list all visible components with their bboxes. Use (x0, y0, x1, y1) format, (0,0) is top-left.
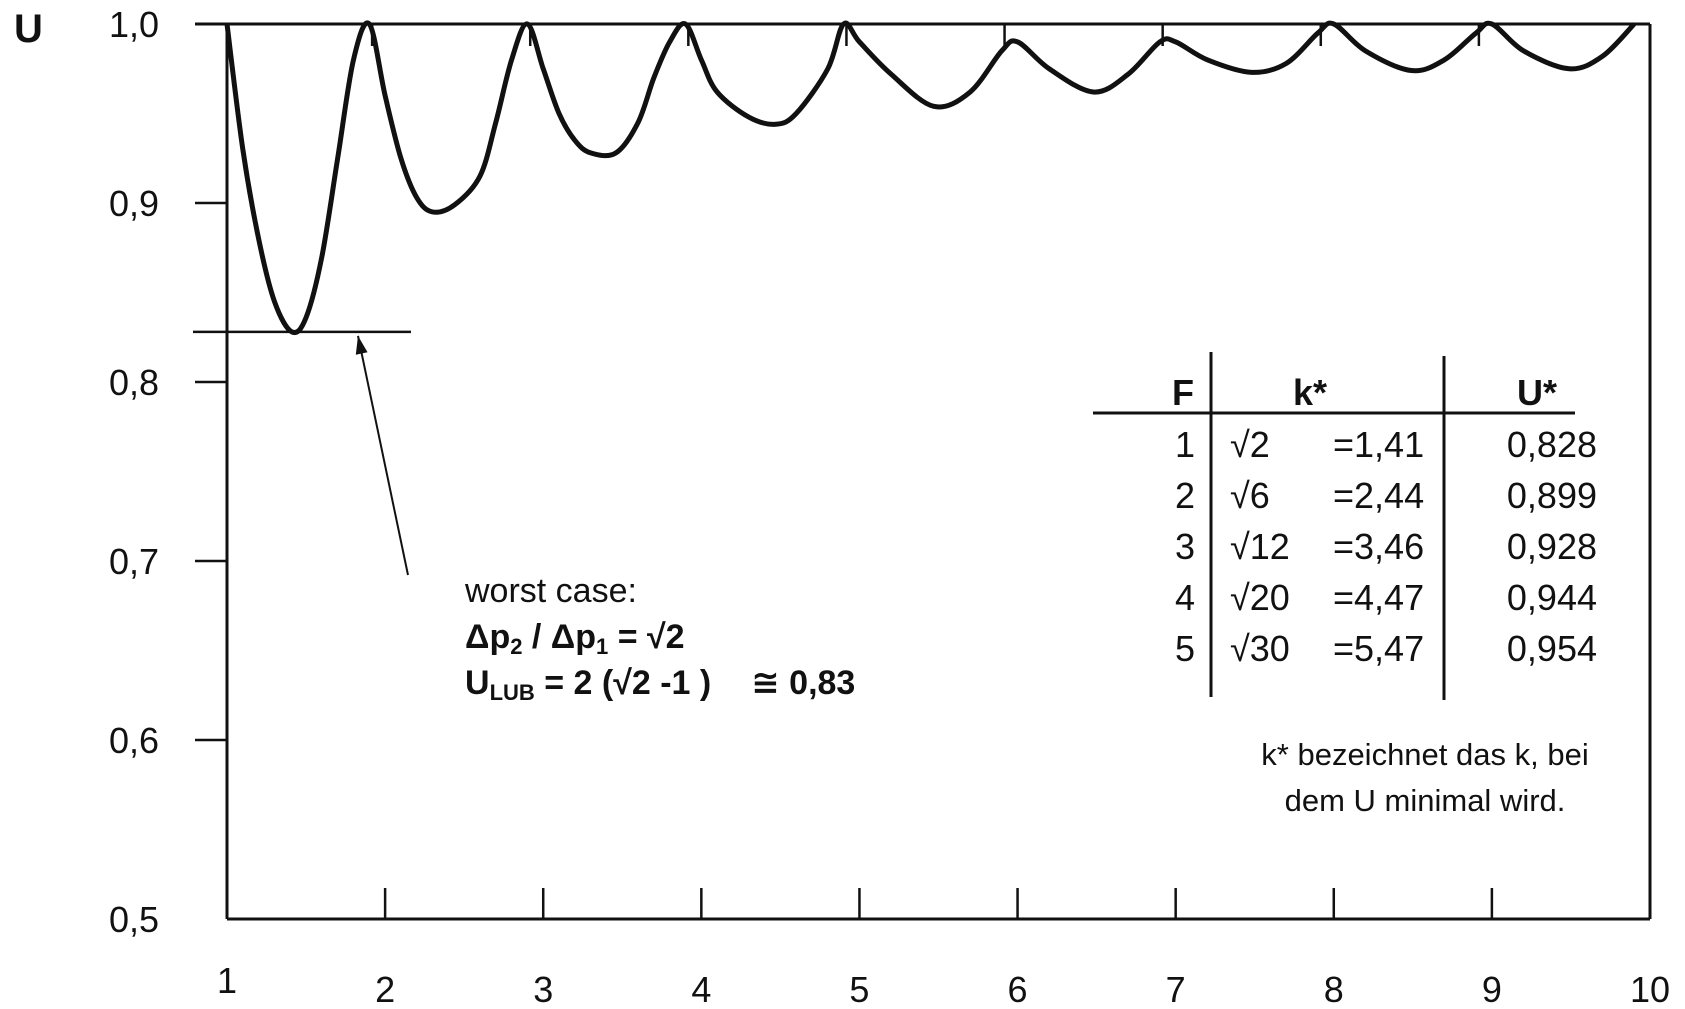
x-tick-label: 8 (1324, 969, 1344, 1009)
footnote-line-2: dem U minimal wird. (1284, 783, 1566, 818)
table-cell-k-root: √6 (1230, 475, 1270, 516)
y-tick-label: 0,9 (109, 183, 159, 224)
x-tick-label: 1 (217, 960, 237, 1001)
table-header-u: U* (1517, 372, 1557, 413)
table-cell-u: 0,928 (1507, 526, 1597, 567)
table-cell-f: 4 (1175, 577, 1195, 618)
y-tick-label: 0,7 (109, 541, 159, 582)
table-cell-u: 0,899 (1507, 475, 1597, 516)
arrowhead (355, 335, 368, 355)
table-cell-u: 0,954 (1507, 628, 1597, 669)
table-cell-u: 0,944 (1507, 577, 1597, 618)
table-footnote: k* bezeichnet das k, bei dem U minimal w… (1225, 732, 1625, 824)
table-cell-f: 1 (1175, 424, 1195, 465)
y-axis-title: U (14, 7, 43, 51)
annotation-line-3: ULUB = 2 (√2 -1 ) ≅ 0,83 (465, 664, 856, 705)
x-tick-label: 9 (1482, 969, 1502, 1009)
x-tick-label: 10 (1630, 969, 1670, 1009)
table-cell-f: 2 (1175, 475, 1195, 516)
y-ticks: 1,0 0,9 0,8 0,7 0,6 0,5 (109, 4, 227, 940)
table-cell-k-value: =4,47 (1333, 577, 1424, 618)
table-header-k: k* (1293, 372, 1327, 413)
y-tick-label: 0,5 (109, 899, 159, 940)
table-rows: 1 √2 =1,41 0,828 2 √6 =2,44 0,899 3 √12 =3,46 0,928… (1175, 424, 1597, 669)
x-tick-label: 7 (1166, 969, 1186, 1009)
x-tick-label: 2 (375, 969, 395, 1009)
x-ticks: 1 2 3 4 5 6 7 8 9 10 (217, 24, 1670, 1009)
table-cell-k-root: √30 (1230, 628, 1290, 669)
table-cell-k-root: √2 (1230, 424, 1270, 465)
table-cell-k-value: =1,41 (1333, 424, 1424, 465)
table-cell-f: 3 (1175, 526, 1195, 567)
table-cell-k-value: =2,44 (1333, 475, 1424, 516)
footnote-line-1: k* bezeichnet das k, bei (1261, 737, 1589, 772)
x-tick-label: 5 (849, 969, 869, 1009)
worst-case-arrow (357, 335, 409, 576)
table-cell-u: 0,828 (1507, 424, 1597, 465)
annotation-line-1: worst case: (465, 572, 637, 610)
annotation-line-2: Δp2 / Δp1 = √2 (465, 618, 685, 659)
x-tick-label: 3 (533, 969, 553, 1009)
utilization-curve (224, 20, 1637, 336)
table-header-f: F (1172, 372, 1194, 413)
y-tick-label: 0,8 (109, 362, 159, 403)
kstar-table: F k* U* 1 √2 =1,41 0,828 2 √6 =2,44 0,899 3 √12 =3… (1093, 352, 1597, 700)
worst-case-annotation: worst case: Δp2 / Δp1 = √2 ULUB = 2 (√2 … (465, 568, 855, 706)
table-cell-k-root: √12 (1230, 526, 1290, 567)
table-cell-f: 5 (1175, 628, 1195, 669)
x-tick-label: 4 (691, 969, 711, 1009)
table-cell-k-root: √20 (1230, 577, 1290, 618)
table-cell-k-value: =3,46 (1333, 526, 1424, 567)
x-tick-label: 6 (1008, 969, 1028, 1009)
table-cell-k-value: =5,47 (1333, 628, 1424, 669)
y-tick-label: 1,0 (109, 4, 159, 45)
y-tick-label: 0,6 (109, 720, 159, 761)
